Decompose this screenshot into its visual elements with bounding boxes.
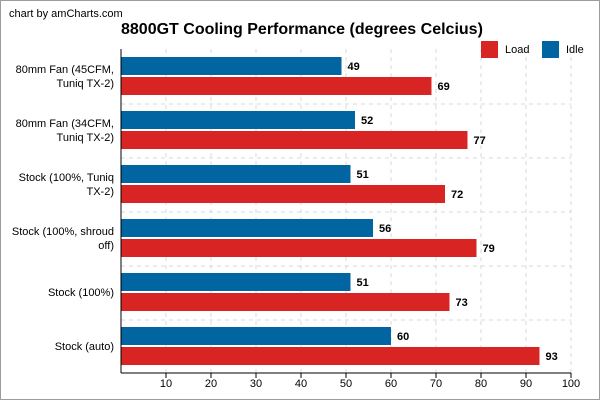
bars-layer — [121, 57, 540, 365]
bar-idle[interactable] — [121, 273, 351, 291]
legend-label-load[interactable]: Load — [505, 44, 529, 56]
bar-value-label: 60 — [397, 331, 409, 343]
legend: Load Idle — [481, 41, 584, 58]
x-tick-label: 40 — [295, 378, 307, 390]
x-tick-label: 80 — [475, 378, 487, 390]
grid-layer — [121, 49, 572, 373]
chart-title: 8800GT Cooling Performance (degrees Celc… — [121, 21, 483, 38]
bar-value-label: 69 — [438, 81, 450, 93]
bar-load[interactable] — [121, 293, 450, 311]
category-label: 80mm Fan (34CFM, Tuniq TX-2) — [16, 118, 114, 144]
x-tick-label: 30 — [250, 378, 262, 390]
x-tick-label: 90 — [520, 378, 532, 390]
x-tick-label: 10 — [160, 378, 172, 390]
category-label: 80mm Fan (45CFM, Tuniq TX-2) — [16, 64, 114, 90]
bar-value-label: 49 — [348, 61, 360, 73]
category-label: Stock (auto) — [55, 341, 114, 353]
bar-value-label: 52 — [361, 115, 373, 127]
bar-value-label: 72 — [451, 189, 463, 201]
bar-value-label: 79 — [483, 243, 495, 255]
bar-load[interactable] — [121, 347, 540, 365]
legend-swatch-idle[interactable] — [542, 41, 559, 58]
bar-idle[interactable] — [121, 165, 351, 183]
x-tick-label: 70 — [430, 378, 442, 390]
bar-idle[interactable] — [121, 57, 342, 75]
x-tick-label: 50 — [340, 378, 352, 390]
bar-value-label: 73 — [456, 297, 468, 309]
bar-value-label: 51 — [357, 277, 369, 289]
bar-idle[interactable] — [121, 327, 391, 345]
bar-load[interactable] — [121, 185, 445, 203]
legend-label-idle[interactable]: Idle — [566, 44, 584, 56]
category-label: Stock (100%, Tuniq TX-2) — [19, 172, 114, 198]
bar-load[interactable] — [121, 239, 477, 257]
x-tick-label: 60 — [385, 378, 397, 390]
x-tick-label: 20 — [205, 378, 217, 390]
bar-value-label: 77 — [474, 135, 486, 147]
bar-idle[interactable] — [121, 111, 355, 129]
bar-load[interactable] — [121, 131, 468, 149]
chart-credit[interactable]: chart by amCharts.com — [9, 8, 123, 20]
labels-layer: 49 69 80mm Fan (45CFM, Tuniq TX-2) 52 77 80mm … — [12, 61, 558, 363]
category-label: Stock (100%) — [48, 287, 114, 299]
axis-layer: 10 20 30 40 50 60 70 80 90 100 — [120, 49, 580, 390]
bar-load[interactable] — [121, 77, 432, 95]
bar-value-label: 56 — [379, 223, 391, 235]
bar-value-label: 51 — [357, 169, 369, 181]
x-tick-label: 100 — [562, 378, 580, 390]
bar-idle[interactable] — [121, 219, 373, 237]
legend-swatch-load[interactable] — [481, 41, 498, 58]
category-label: Stock (100%, shroud off) — [12, 226, 114, 252]
bar-value-label: 93 — [546, 351, 558, 363]
